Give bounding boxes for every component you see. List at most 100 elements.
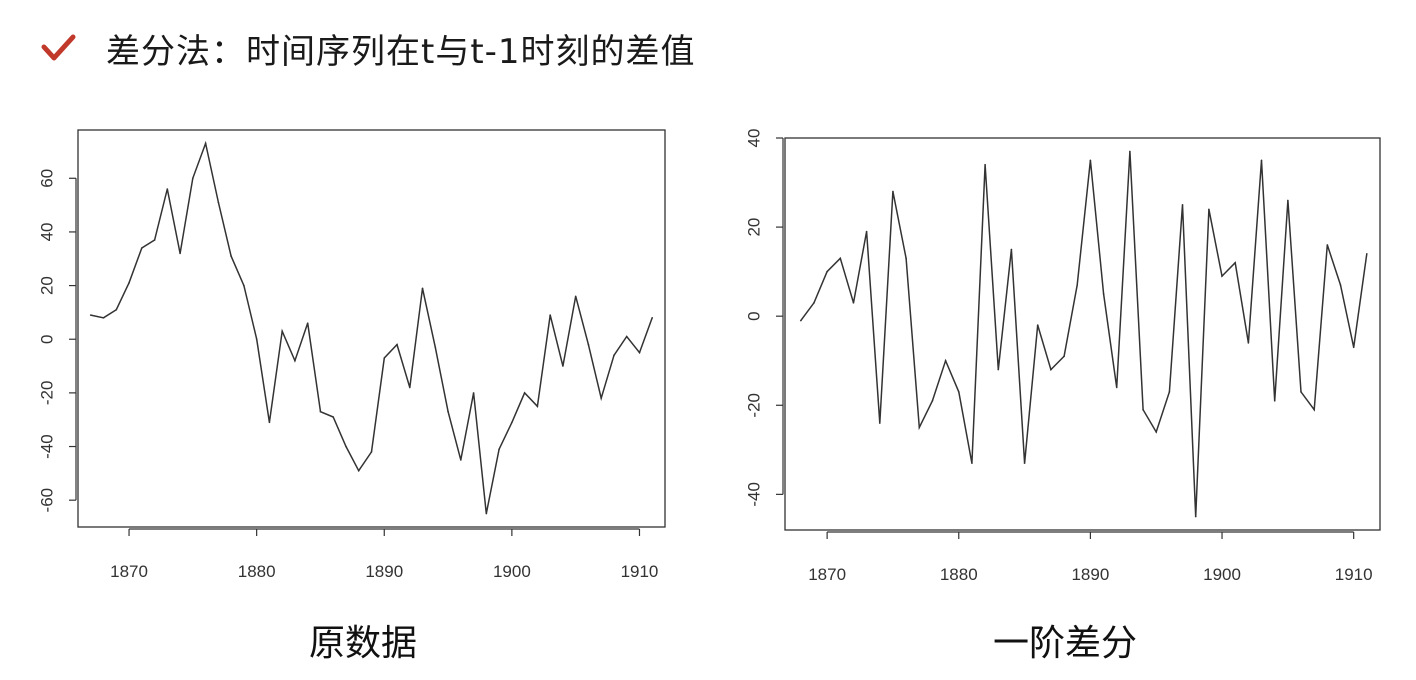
data-point (447, 410, 449, 413)
data-point (294, 359, 296, 362)
y-tick-label: 40 (744, 129, 763, 148)
data-point (1339, 284, 1342, 286)
data-point (1050, 368, 1052, 371)
y-tick-label: -20 (37, 381, 56, 406)
data-point (1076, 284, 1079, 286)
x-tick-label: 1870 (110, 562, 148, 581)
data-point (1194, 515, 1197, 518)
data-point (217, 201, 220, 204)
data-point (230, 255, 232, 257)
data-point (1300, 391, 1302, 393)
y-tick-label: -20 (744, 393, 763, 418)
series-line (800, 151, 1368, 517)
data-point (587, 343, 590, 346)
data-point (345, 445, 347, 448)
data-point (192, 177, 194, 180)
data-point (971, 462, 973, 464)
data-point (625, 335, 628, 338)
data-point (1036, 324, 1039, 326)
data-point (485, 512, 488, 515)
data-point (255, 338, 258, 341)
data-point (1366, 253, 1368, 255)
data-point (905, 257, 907, 260)
data-point (1010, 248, 1013, 251)
data-point (396, 343, 398, 346)
data-point (511, 421, 513, 424)
data-point (865, 230, 868, 233)
data-point (562, 365, 564, 367)
data-point (984, 163, 986, 166)
headline: 差分法：时间序列在t与t-1时刻的差值 (40, 18, 696, 78)
data-point (944, 359, 947, 362)
data-point (115, 308, 118, 311)
y-tick-label: 40 (37, 222, 56, 241)
x-tick-label: 1880 (940, 565, 978, 584)
original-data-chart: 1870 1880 1890 1900 1910 -60 -40 -20 0 20 40 60 (0, 0, 700, 600)
data-point (638, 351, 641, 354)
first-difference-chart: 1870 1880 1890 1900 1910 -40 -20 0 20 40 (700, 0, 1416, 600)
data-point (141, 247, 143, 249)
data-point (1102, 293, 1105, 295)
data-point (1352, 346, 1355, 349)
x-tick-label: 1910 (621, 562, 659, 581)
data-point (1247, 342, 1250, 344)
x-tick-label: 1890 (1071, 565, 1109, 584)
data-point (204, 142, 207, 145)
data-point (1129, 150, 1131, 153)
data-point (421, 287, 424, 290)
data-point (1221, 275, 1223, 277)
original-data-caption: 原数据 (309, 623, 418, 664)
data-point (1063, 355, 1065, 358)
data-point (383, 357, 386, 359)
data-point (997, 368, 1000, 371)
data-point (319, 410, 322, 413)
y-tick-label: 0 (37, 334, 56, 343)
data-point (357, 469, 360, 472)
original-data-plot: 1870 1880 1890 1900 1910 -60 -40 -20 0 20 40 60 (37, 129, 666, 581)
first-difference-plot: 1870 1880 1890 1900 1910 -40 -20 0 20 40 (744, 129, 1381, 584)
data-point (1326, 244, 1329, 246)
data-point (826, 270, 828, 273)
data-point (1260, 159, 1263, 162)
data-point (243, 284, 245, 287)
y-tick-label: -40 (37, 434, 56, 459)
data-point (1313, 408, 1315, 411)
x-tick-label: 1910 (1335, 565, 1373, 584)
data-point (523, 392, 526, 394)
data-point (852, 302, 855, 304)
data-point (153, 239, 156, 241)
data-point (1023, 462, 1026, 464)
data-point (813, 302, 815, 304)
data-point (1234, 261, 1236, 264)
data-point (918, 426, 921, 429)
data-point (549, 314, 551, 316)
y-tick-label: -40 (744, 482, 763, 507)
data-point (179, 252, 181, 255)
y-tick-label: 0 (744, 311, 763, 320)
data-point (332, 416, 335, 418)
data-point (1287, 199, 1289, 202)
data-point (1208, 208, 1210, 211)
plot-frame (77, 129, 666, 528)
data-point (281, 330, 283, 332)
data-point (536, 405, 539, 408)
data-point (957, 391, 960, 393)
headline-text: 差分法：时间序列在t与t-1时刻的差值 (106, 31, 696, 72)
data-point (892, 190, 894, 193)
data-point (370, 451, 373, 453)
x-tick-label: 1900 (493, 562, 531, 581)
x-tick-label: 1880 (238, 562, 276, 581)
data-point (931, 400, 934, 402)
data-point (1142, 408, 1144, 411)
data-point (306, 322, 309, 324)
data-point (434, 346, 437, 349)
data-point (460, 459, 462, 461)
first-difference-caption: 一阶差分 (993, 623, 1138, 664)
data-point (166, 188, 169, 190)
data-point (651, 316, 654, 319)
y-tick-label: -60 (37, 488, 56, 513)
x-tick-label: 1890 (365, 562, 403, 581)
data-point (600, 397, 602, 400)
data-point (102, 316, 105, 319)
data-point (1115, 386, 1118, 389)
